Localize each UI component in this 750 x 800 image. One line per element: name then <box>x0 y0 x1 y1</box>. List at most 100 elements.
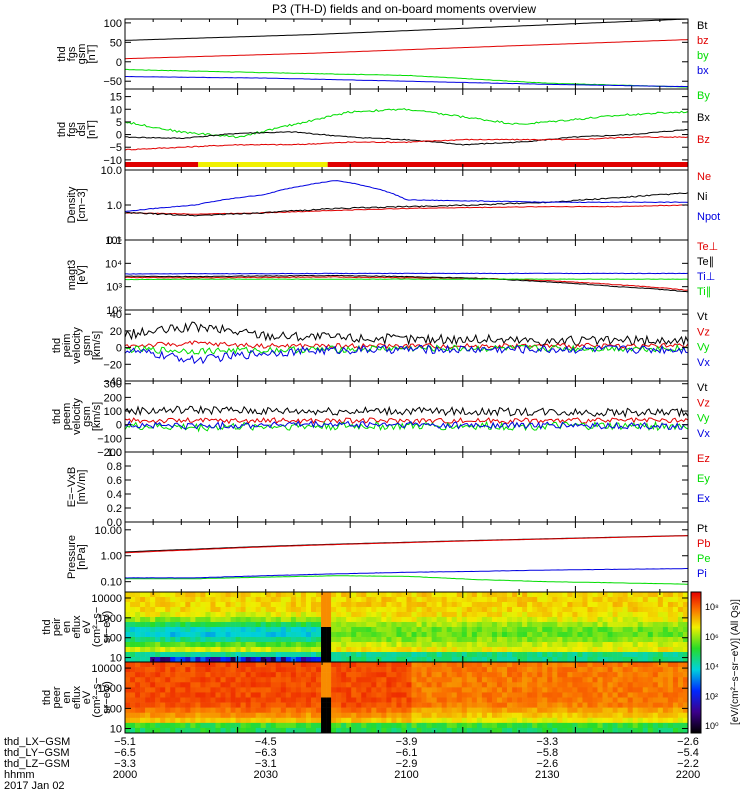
heatmap-cell <box>632 722 639 729</box>
heatmap-cell <box>155 727 161 734</box>
heatmap-cell <box>662 622 669 628</box>
heatmap-cell <box>481 607 488 613</box>
heatmap-cell <box>632 667 639 673</box>
heatmap-cell <box>260 607 267 613</box>
heatmap-cell <box>456 702 463 708</box>
heatmap-cell <box>210 692 216 698</box>
heatmap-cell <box>225 627 231 633</box>
heatmap-cell <box>607 602 613 608</box>
heatmap-cell <box>507 627 513 633</box>
heatmap-cell <box>451 637 458 643</box>
heatmap-cell <box>507 647 513 653</box>
heatmap-cell <box>532 697 538 703</box>
heatmap-cell <box>672 702 679 708</box>
heatmap-cell <box>632 602 639 608</box>
heatmap-cell <box>486 727 493 734</box>
heatmap-cell <box>125 722 131 729</box>
heatmap-cell <box>567 712 573 719</box>
y-tick-label: 0.0 <box>107 517 122 529</box>
heatmap-cell <box>667 607 674 613</box>
heatmap-cell <box>632 632 639 638</box>
heatmap-cell <box>502 657 508 663</box>
y-axis-label: [cm−3] <box>76 188 88 221</box>
heatmap-cell <box>597 627 603 633</box>
heatmap-cell <box>532 607 538 613</box>
heatmap-cell <box>582 652 588 658</box>
heatmap-cell <box>436 717 442 724</box>
heatmap-cell <box>351 592 357 598</box>
heatmap-cell <box>582 632 588 638</box>
heatmap-cell <box>316 672 322 678</box>
heatmap-cell <box>225 637 231 643</box>
heatmap-cell <box>637 682 644 688</box>
heatmap-cell <box>426 637 432 643</box>
heatmap-cell <box>461 717 468 724</box>
heatmap-cell <box>401 627 407 633</box>
heatmap-cell <box>512 642 518 648</box>
heatmap-cell <box>647 622 654 628</box>
heatmap-cell <box>331 607 337 613</box>
heatmap-cell <box>230 692 236 698</box>
legend-entry: Npot <box>697 211 720 223</box>
heatmap-cell <box>125 612 131 618</box>
y-tick-label: 0.6 <box>107 475 122 487</box>
heatmap-cell <box>491 662 498 668</box>
heatmap-cell <box>622 682 628 688</box>
heatmap-cell <box>612 652 618 658</box>
heatmap-cell <box>557 712 563 719</box>
heatmap-cell <box>346 712 352 719</box>
heatmap-cell <box>662 712 669 719</box>
heatmap-cell <box>185 647 191 653</box>
heatmap-cell <box>260 672 267 678</box>
heatmap-cell <box>220 687 226 693</box>
heatmap-cell <box>436 617 442 623</box>
heatmap-cell <box>170 712 176 719</box>
heatmap-cell <box>326 632 332 638</box>
heatmap-cell <box>326 642 332 648</box>
heatmap-cell <box>587 717 593 724</box>
heatmap-cell <box>527 602 533 608</box>
heatmap-cell <box>391 687 397 693</box>
heatmap-cell <box>471 632 478 638</box>
heatmap-cell <box>557 687 563 693</box>
panel-frame <box>124 309 689 382</box>
heatmap-cell <box>145 717 151 724</box>
heatmap-cell <box>290 607 297 613</box>
heatmap-cell <box>667 697 674 703</box>
heatmap-cell <box>431 612 437 618</box>
heatmap-cell <box>260 727 267 734</box>
heatmap-cell <box>260 707 267 714</box>
panel-frame <box>124 380 689 453</box>
heatmap-cell <box>537 637 543 643</box>
heatmap-cell <box>165 667 171 673</box>
heatmap-cell <box>486 617 493 623</box>
heatmap-cell <box>491 727 498 734</box>
heatmap-cell <box>381 622 387 628</box>
heatmap-cell <box>321 657 327 663</box>
heatmap-cell <box>331 707 337 714</box>
heatmap-cell <box>411 657 417 663</box>
heatmap-cell <box>310 617 317 623</box>
y-axis-label: fgs <box>66 46 78 61</box>
heatmap-cell <box>441 657 448 663</box>
heatmap-cell <box>456 692 463 698</box>
heatmap-cell <box>190 647 196 653</box>
heatmap-cell <box>502 612 508 618</box>
heatmap-cell <box>572 697 578 703</box>
y-axis-label: Density <box>66 186 78 223</box>
heatmap-cell <box>386 662 392 668</box>
heatmap-cell <box>677 632 684 638</box>
heatmap-cell <box>476 652 483 658</box>
heatmap-cell <box>431 622 437 628</box>
heatmap-cell <box>140 652 146 658</box>
heatmap-cell <box>446 627 453 633</box>
heatmap-cell <box>391 662 397 668</box>
heatmap-cell <box>265 717 272 724</box>
heatmap-cell <box>255 702 262 708</box>
heatmap-cell <box>557 637 563 643</box>
x-row-value: −5.4 <box>677 747 699 759</box>
heatmap-cell <box>280 697 287 703</box>
heatmap-cell <box>290 637 297 643</box>
heatmap-cell <box>270 692 277 698</box>
heatmap-cell <box>341 672 347 678</box>
